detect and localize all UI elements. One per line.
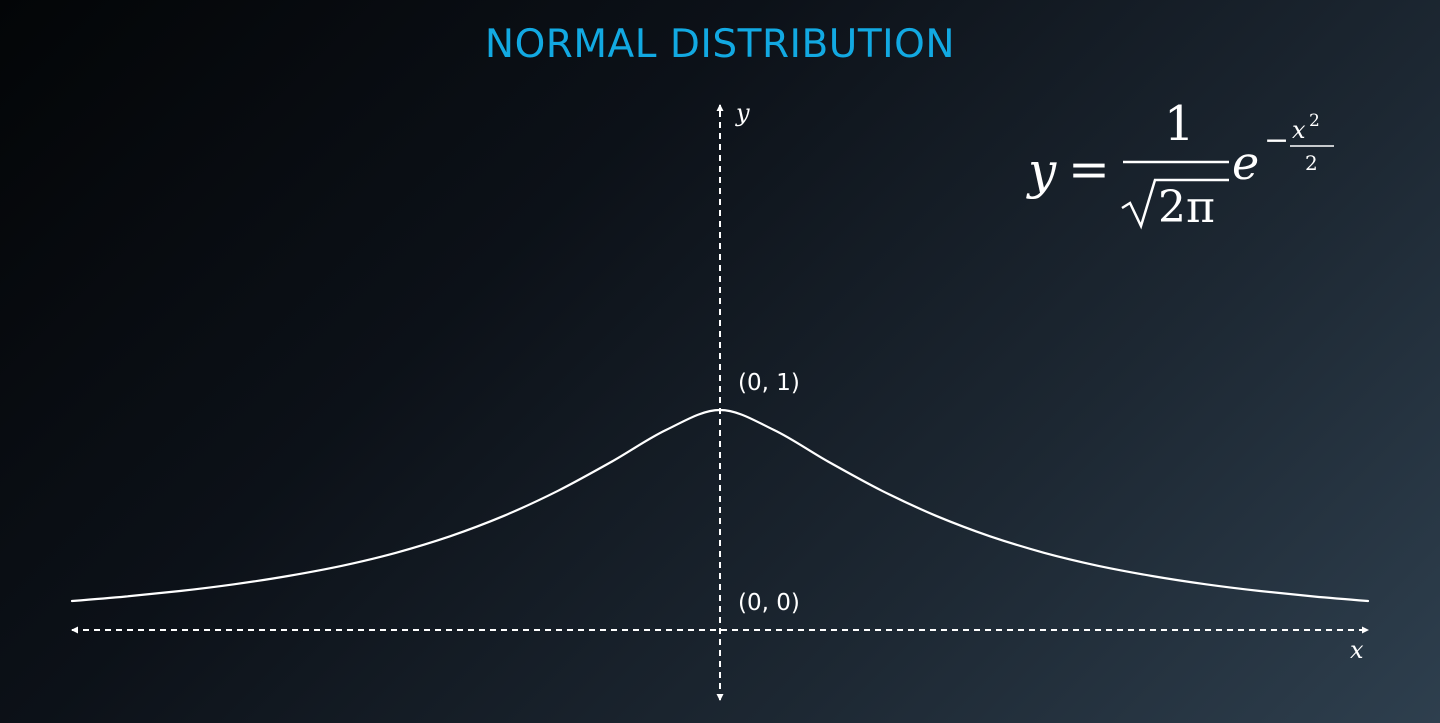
formula-exp-pow: 2: [1309, 111, 1320, 131]
formula-denominator: 2π: [1158, 182, 1215, 233]
formula-exp-sign: −: [1264, 123, 1289, 158]
formula-exp-var: x: [1292, 116, 1306, 144]
slide-title: NORMAL DISTRIBUTION: [484, 22, 956, 67]
sqrt-sign: [1121, 178, 1229, 230]
peak-point-label: (0, 1): [738, 370, 800, 396]
formula-numerator: 1: [1164, 96, 1195, 152]
formula-equals: =: [1068, 140, 1110, 198]
origin-point-label: (0, 0): [738, 590, 800, 616]
formula-base: e: [1232, 136, 1259, 190]
x-axis-label: x: [1350, 636, 1364, 664]
formula-exp-den: 2: [1305, 151, 1318, 175]
y-axis-label: y: [735, 99, 750, 127]
formula: y = 1 2π e − x 2 2: [1026, 96, 1334, 233]
normal-curve: [70, 408, 1370, 603]
formula-lhs: y: [1026, 142, 1057, 200]
